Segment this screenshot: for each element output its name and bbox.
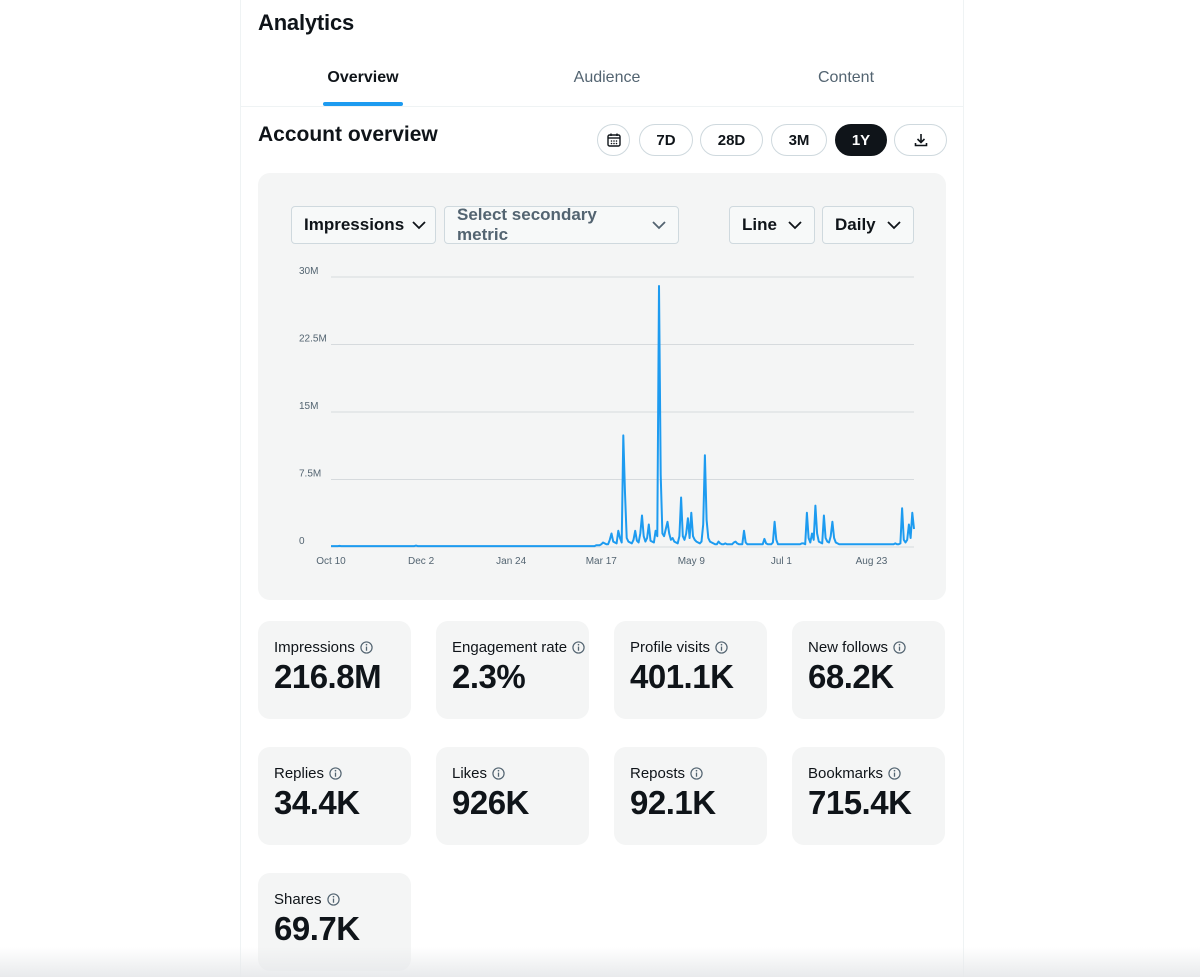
secondary-metric-select[interactable]: Select secondary metric: [444, 205, 679, 244]
stat-card-likes[interactable]: Likes 926K: [436, 747, 589, 845]
x-tick-label: Dec 2: [408, 556, 435, 567]
stat-label: Engagement rate: [452, 639, 568, 656]
chevron-down-icon: [887, 220, 901, 229]
tab-content-label: Content: [817, 69, 875, 86]
stat-card-bookmarks[interactable]: Bookmarks 715.4K: [792, 747, 945, 845]
y-tick-label: 7.5M: [299, 469, 321, 480]
stat-label: Reposts: [630, 765, 686, 782]
range-3m-button[interactable]: 3M: [771, 124, 827, 156]
impressions-line-chart: 30M 22.5M 15M 7.5M 0 Oct 10 Dec 2 Jan 24 Mar 17 M…: [299, 266, 915, 567]
tab-audience[interactable]: Audience: [567, 52, 647, 106]
y-tick-label: 0: [299, 536, 305, 547]
y-tick-label: 22.5M: [299, 334, 327, 345]
stat-label-row: Engagement rate: [452, 639, 589, 656]
page-title: Analytics: [258, 10, 355, 35]
tab-content[interactable]: Content: [806, 52, 886, 106]
stat-card-shares[interactable]: Shares 69.7K: [258, 873, 411, 971]
x-tick-label: May 9: [678, 556, 706, 567]
stat-label: Shares: [274, 891, 322, 908]
x-tick-label: Jan 24: [496, 556, 526, 567]
stat-label: Bookmarks: [808, 765, 884, 782]
tab-overview-label: Overview: [327, 69, 399, 86]
chart-type-select[interactable]: Line: [729, 206, 815, 244]
stat-label: Likes: [452, 765, 488, 782]
y-tick-label: 30M: [299, 266, 318, 277]
info-icon[interactable]: [715, 641, 728, 654]
y-tick-label: 15M: [299, 401, 318, 412]
granularity-value: Daily: [835, 215, 876, 234]
calendar-icon: [606, 133, 621, 147]
stat-card-engagement-rate[interactable]: Engagement rate 2.3%: [436, 621, 589, 719]
granularity-select[interactable]: Daily: [822, 206, 914, 244]
secondary-metric-placeholder: Select secondary metric: [457, 205, 597, 244]
chevron-down-icon: [652, 220, 666, 229]
x-tick-label: Mar 17: [586, 556, 618, 567]
download-icon: [914, 134, 927, 147]
chart-card: Impressions Select secondary metric Line…: [258, 173, 946, 600]
stat-value: 92.1K: [630, 784, 716, 821]
chart-type-value: Line: [742, 215, 777, 234]
stat-value: 68.2K: [808, 658, 894, 695]
stat-value: 216.8M: [274, 658, 382, 695]
active-tab-indicator: [323, 102, 403, 106]
range-7d-button[interactable]: 7D: [639, 124, 693, 156]
info-icon[interactable]: [572, 641, 585, 654]
section-title: Account overview: [258, 123, 438, 146]
x-tick-label: Jul 1: [771, 556, 793, 567]
stat-label-row: Likes: [452, 765, 589, 782]
info-icon[interactable]: [690, 767, 703, 780]
stat-label-row: Replies: [274, 765, 411, 782]
x-tick-label: Oct 10: [316, 556, 346, 567]
calendar-button[interactable]: [597, 124, 630, 156]
download-button[interactable]: [894, 124, 947, 156]
tab-audience-label: Audience: [573, 69, 641, 86]
stat-label-row: Impressions: [274, 639, 411, 656]
stat-card-new-follows[interactable]: New follows 68.2K: [792, 621, 945, 719]
tab-overview[interactable]: Overview: [323, 52, 403, 106]
stat-value: 69.7K: [274, 910, 360, 947]
stat-card-replies[interactable]: Replies 34.4K: [258, 747, 411, 845]
stat-label: Profile visits: [630, 639, 711, 656]
primary-metric-value: Impressions: [304, 215, 405, 234]
info-icon[interactable]: [893, 641, 906, 654]
analytics-column: Analytics Overview Audience Content Acco…: [240, 0, 964, 977]
info-icon[interactable]: [360, 641, 373, 654]
stat-value: 926K: [452, 784, 529, 821]
stat-card-profile-visits[interactable]: Profile visits 401.1K: [614, 621, 767, 719]
info-icon[interactable]: [329, 767, 342, 780]
info-icon[interactable]: [326, 893, 340, 906]
chevron-down-icon: [412, 220, 426, 229]
info-icon[interactable]: [888, 767, 901, 780]
range-28d-button[interactable]: 28D: [700, 124, 763, 156]
stat-card-reposts[interactable]: Reposts 92.1K: [614, 747, 767, 845]
range-1y-button[interactable]: 1Y: [835, 124, 887, 156]
info-icon[interactable]: [492, 767, 505, 780]
chevron-down-icon: [788, 220, 802, 229]
stat-value: 2.3%: [452, 658, 526, 695]
stat-label: Replies: [274, 765, 325, 782]
stat-label-row: Shares: [274, 891, 411, 908]
impressions-series-line[interactable]: [331, 285, 915, 548]
primary-metric-select[interactable]: Impressions: [291, 206, 436, 244]
stat-label: Impressions: [274, 639, 355, 656]
x-tick-label: Aug 23: [856, 556, 888, 567]
stat-value: 401.1K: [630, 658, 734, 695]
stat-label-row: Bookmarks: [808, 765, 945, 782]
stat-value: 715.4K: [808, 784, 912, 821]
stat-label-row: New follows: [808, 639, 945, 656]
stat-card-impressions[interactable]: Impressions 216.8M: [258, 621, 411, 719]
stat-label-row: Reposts: [630, 765, 767, 782]
stat-label: New follows: [808, 639, 889, 656]
stat-label-row: Profile visits: [630, 639, 767, 656]
stat-value: 34.4K: [274, 784, 360, 821]
tab-bar: Overview Audience Content: [241, 52, 963, 107]
